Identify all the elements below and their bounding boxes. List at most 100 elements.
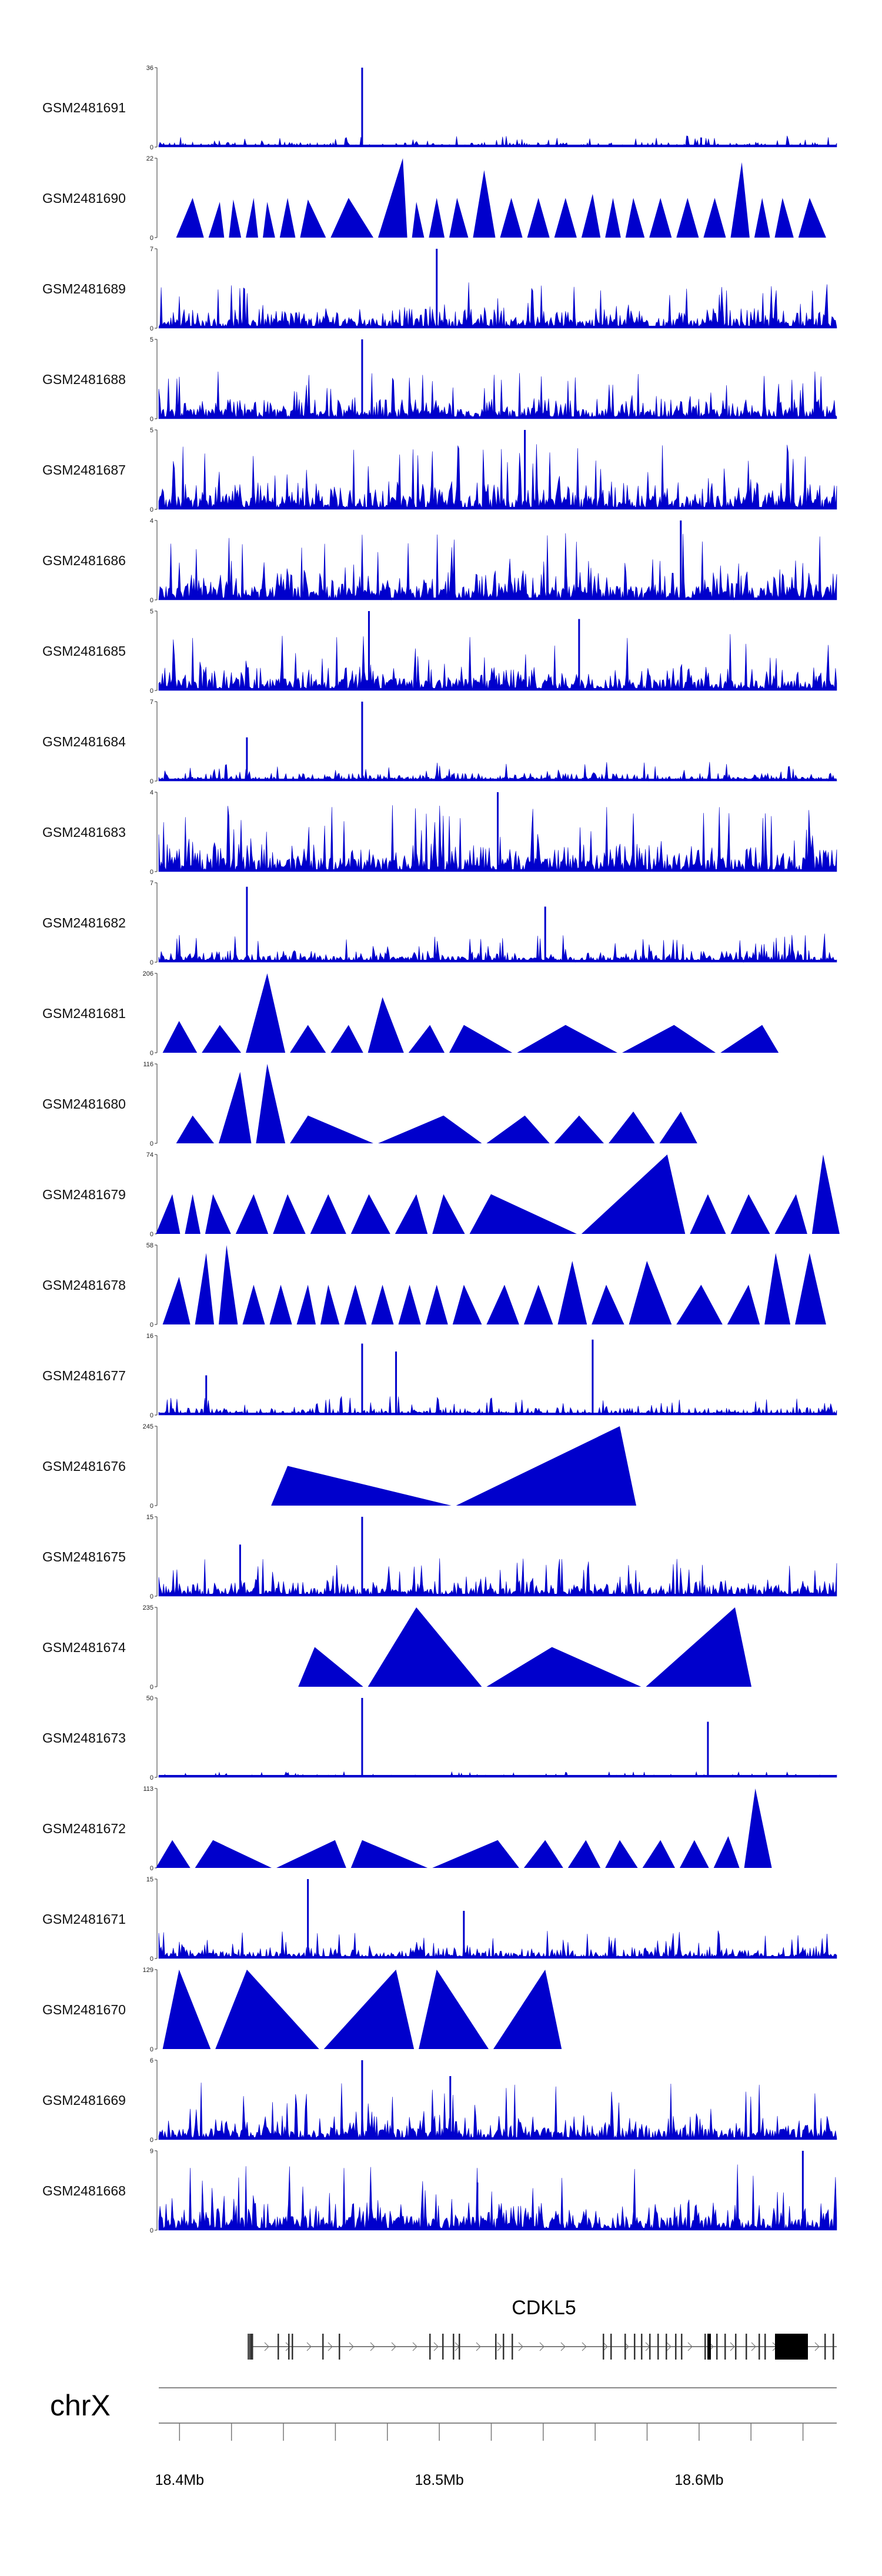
track-label: GSM2481679 (42, 1187, 126, 1202)
exon-mark (250, 2334, 252, 2360)
coverage-tracks: GSM2481691360GSM2481690220GSM248168970GS… (42, 65, 840, 2234)
coverage-peak (361, 339, 363, 419)
coverage-peak (592, 1339, 594, 1415)
coverage-peak (219, 1072, 252, 1143)
coverage-peak (219, 1245, 238, 1324)
coverage-peak (215, 1970, 319, 2049)
exon-mark (764, 2334, 766, 2360)
coverage-peak (273, 1194, 306, 1234)
coverage-peak (246, 973, 286, 1053)
y-min-label: 0 (150, 1865, 153, 1872)
y-max-label: 7 (150, 246, 153, 253)
coverage-peak (680, 520, 682, 600)
track-GSM2481681: GSM2481681 206 0 (42, 970, 779, 1057)
track-GSM2481674: GSM2481674 235 0 (42, 1604, 751, 1691)
exon-mark (292, 2334, 293, 2360)
track-GSM2481688: GSM2481688 5 0 (42, 336, 837, 423)
coverage-peak (371, 1284, 394, 1324)
coverage-peak (156, 1194, 181, 1234)
exon-mark (503, 2334, 505, 2360)
y-min-label: 0 (150, 688, 153, 695)
coverage-peak (649, 198, 672, 238)
track-GSM2481683: GSM2481683 4 0 (42, 789, 837, 876)
coverage-peak (205, 1375, 208, 1415)
y-max-label: 116 (143, 1061, 153, 1068)
coverage-peak (676, 198, 699, 238)
strand-arrow (582, 2342, 587, 2351)
y-max-label: 235 (143, 1604, 153, 1611)
track-label: GSM2481676 (42, 1459, 126, 1474)
coverage-peak (162, 1021, 198, 1053)
y-min-label: 0 (150, 1050, 153, 1057)
exon-mark (512, 2334, 513, 2360)
exon-first (248, 2334, 250, 2360)
track-GSM2481680: GSM2481680 116 0 (42, 1061, 697, 1147)
coverage-peak (700, 137, 702, 147)
coverage-peak (730, 162, 750, 238)
y-max-label: 7 (150, 880, 153, 887)
track-GSM2481676: GSM2481676 245 0 (42, 1423, 636, 1510)
coverage-peak (361, 2060, 363, 2140)
coverage-baseline (159, 1594, 837, 1596)
track-GSM2481685: GSM2481685 5 0 (42, 608, 837, 695)
coverage-peak (202, 1025, 242, 1053)
coverage-peak (269, 1284, 292, 1324)
y-max-label: 6 (150, 2057, 153, 2064)
coverage-peak (744, 1788, 772, 1868)
y-max-label: 15 (146, 1876, 153, 1883)
y-min-label: 0 (150, 2046, 153, 2053)
coverage-peak (486, 1647, 642, 1687)
strand-arrow (306, 2342, 312, 2351)
coverage-peak (500, 198, 523, 238)
y-min-label: 0 (150, 1140, 153, 1147)
track-label: GSM2481688 (42, 372, 126, 387)
coverage-peak (523, 1284, 553, 1324)
track-label: GSM2481687 (42, 462, 126, 478)
y-min-label: 0 (150, 1503, 153, 1510)
y-min-label: 0 (150, 235, 153, 242)
coverage-peak (378, 1115, 482, 1143)
coverage-signal (158, 2164, 837, 2231)
coverage-baseline (159, 1775, 837, 1777)
coverage-peak (473, 170, 496, 238)
y-min-label: 0 (150, 1593, 153, 1600)
y-min-label: 0 (150, 1684, 153, 1691)
coverage-peak (497, 792, 499, 872)
y-min-label: 0 (150, 144, 153, 151)
exon-mark (681, 2334, 683, 2360)
track-label: GSM2481681 (42, 1006, 126, 1021)
strand-arrow (687, 2342, 693, 2351)
coverage-peak (298, 1647, 363, 1687)
exon-mark (824, 2334, 826, 2360)
strand-arrow (285, 2342, 290, 2351)
coverage-peak (361, 1343, 363, 1415)
strand-arrow (560, 2342, 566, 2351)
exon-mark (759, 2334, 760, 2360)
chromosome-label: chrX (50, 2389, 111, 2422)
y-max-label: 4 (150, 789, 153, 796)
y-min-label: 0 (150, 959, 153, 966)
coverage-peak (798, 198, 826, 238)
coverage-peak (605, 198, 621, 238)
exon-mark (716, 2334, 718, 2360)
coverage-peak (290, 1115, 373, 1143)
coverage-peak (629, 1261, 672, 1324)
y-min-label: 0 (150, 2227, 153, 2234)
strand-arrow (349, 2342, 354, 2351)
strand-arrow (433, 2342, 439, 2351)
y-min-label: 0 (150, 869, 153, 876)
y-max-label: 16 (146, 1333, 153, 1340)
coverage-peak (642, 1840, 675, 1868)
y-min-label: 0 (150, 506, 153, 513)
coverage-peak (176, 198, 204, 238)
strand-arrow (814, 2342, 820, 2351)
exon-mark (603, 2334, 604, 2360)
coverage-peak (527, 198, 550, 238)
y-max-label: 5 (150, 427, 153, 434)
coverage-peak (811, 1154, 840, 1234)
coverage-signal (158, 1771, 837, 1778)
coverage-peak (307, 1879, 309, 1958)
track-GSM2481689: GSM2481689 7 0 (42, 246, 837, 332)
exon-mark (634, 2334, 636, 2360)
gene-name-label: CDKL5 (512, 2297, 576, 2319)
